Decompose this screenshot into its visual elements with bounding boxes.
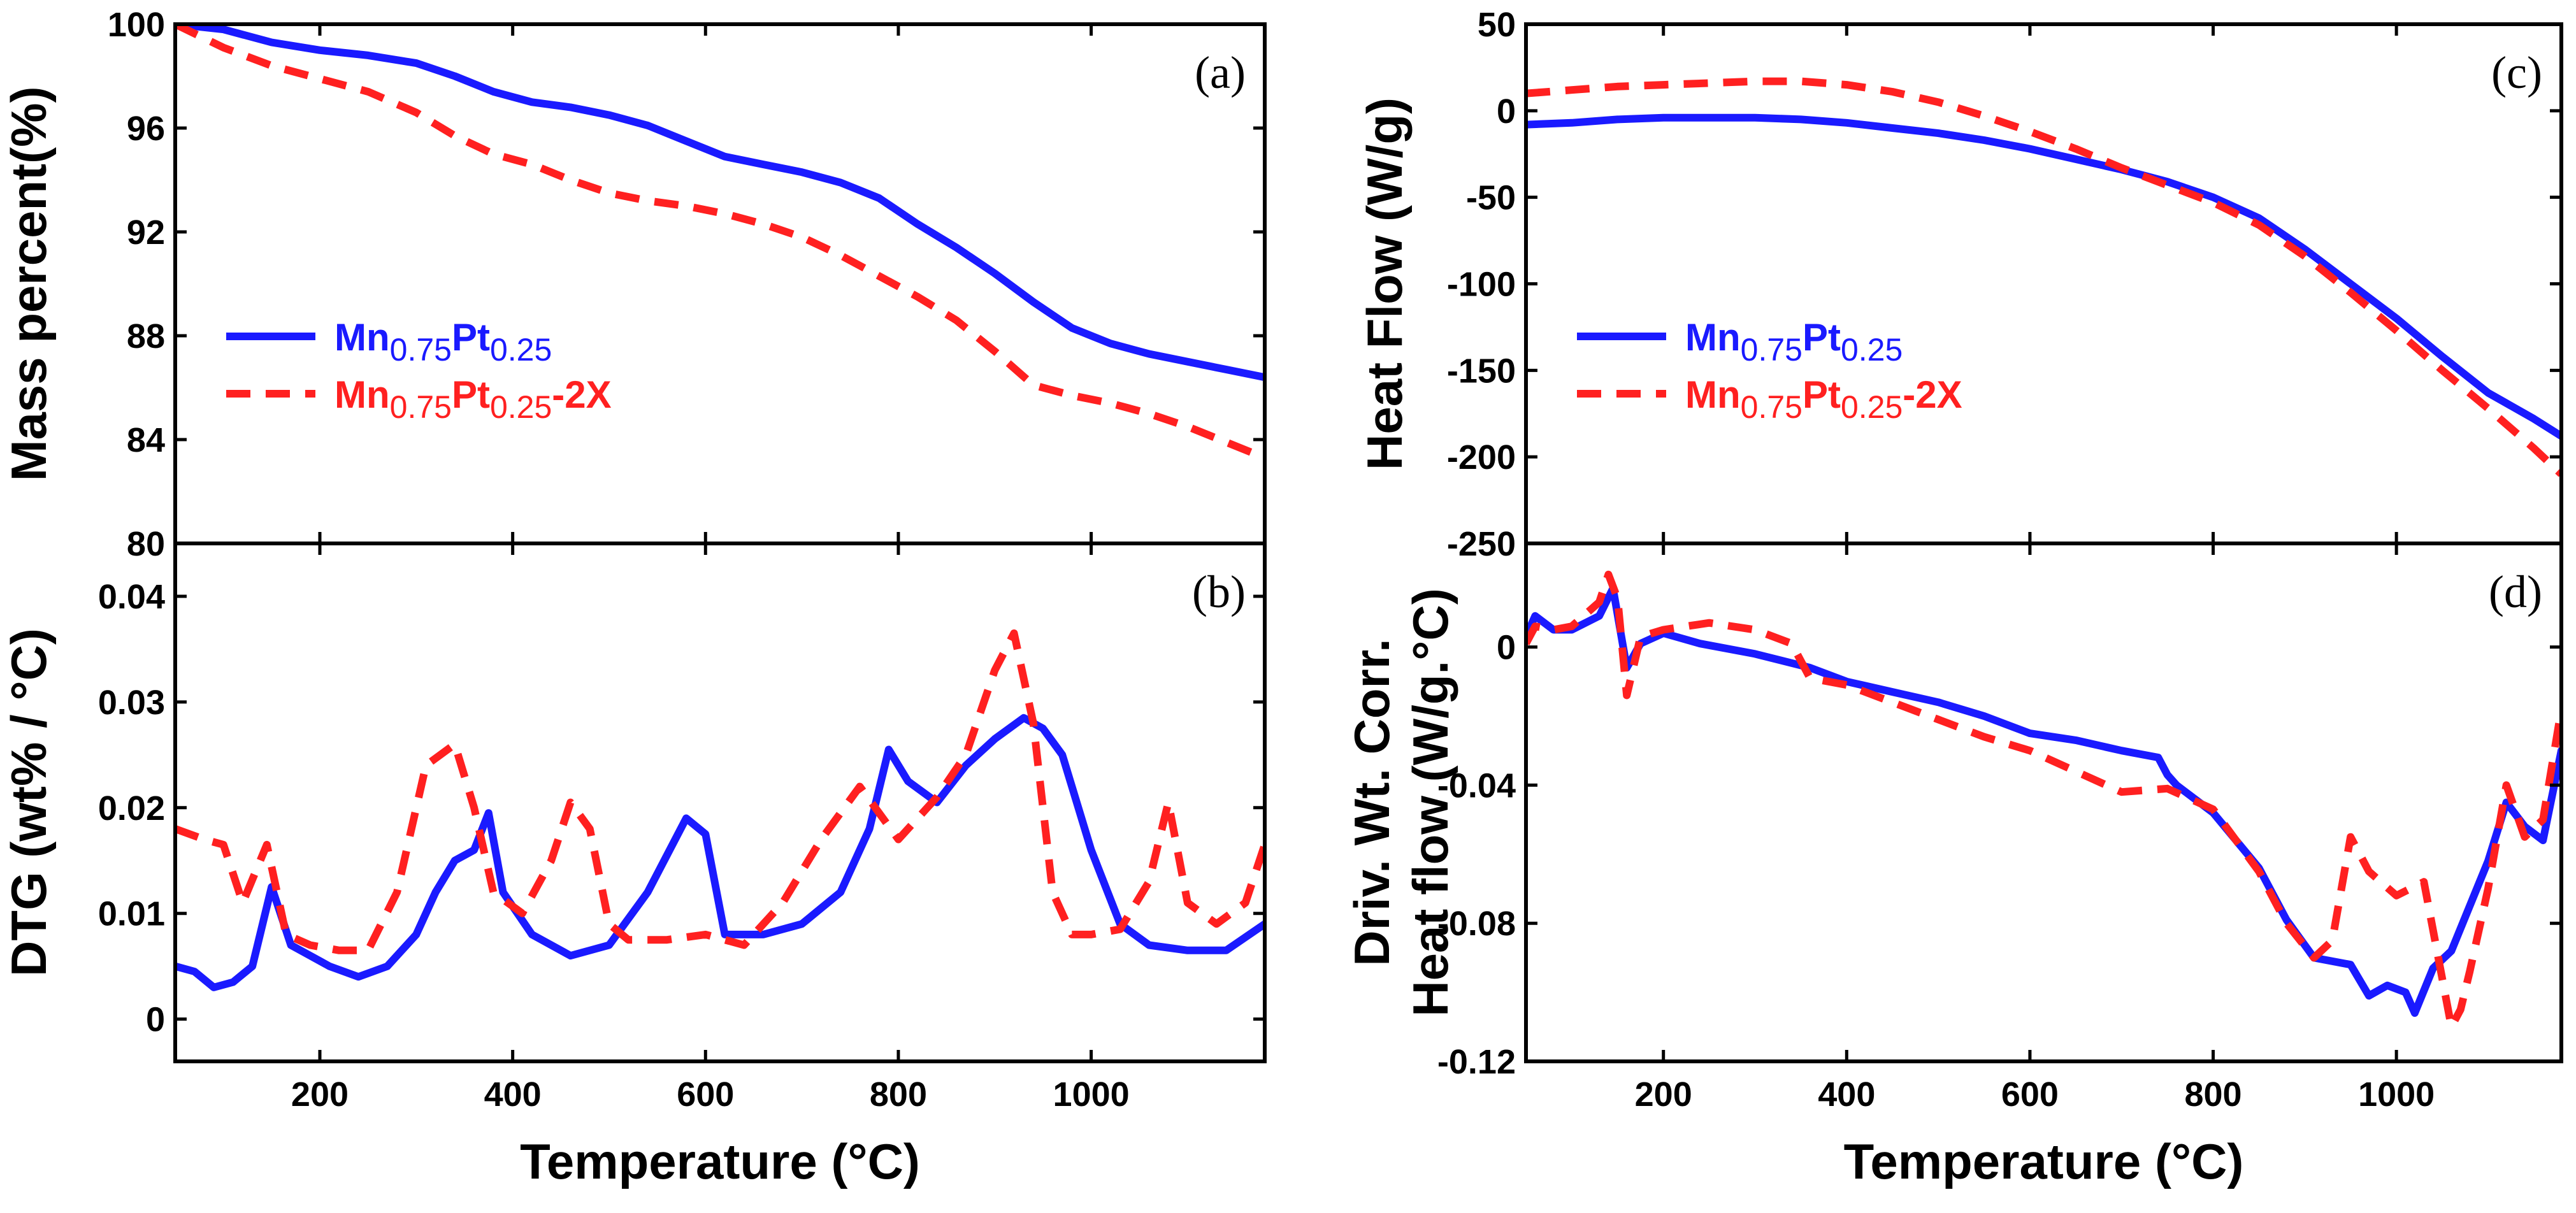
- y-axis-title-line2: Heat flow (W/g.°C): [1402, 588, 1458, 1016]
- x-tick-label: 800: [2184, 1075, 2241, 1114]
- y-tick-label: 50: [1478, 6, 1516, 44]
- x-axis-title: Temperature (°C): [520, 1133, 920, 1189]
- y-tick-label: -100: [1447, 266, 1516, 304]
- y-tick-label: 0: [146, 1001, 165, 1039]
- y-tick-label: 100: [108, 6, 165, 44]
- legend-sub2: 0.25: [490, 389, 552, 425]
- x-tick-label: 1000: [2358, 1075, 2435, 1114]
- plot-frame-b: [173, 542, 1267, 1063]
- legend-sub2: 0.25: [1841, 332, 1903, 368]
- legend-sub1: 0.75: [1741, 389, 1802, 425]
- plot-frame-c: [1524, 22, 2563, 545]
- y-axis-title: Driv. Wt. Corr.Heat flow (W/g.°C): [1344, 588, 1458, 1016]
- x-tick-label: 400: [1818, 1075, 1875, 1114]
- y-tick-label: 0.03: [98, 684, 165, 722]
- series-line-red-a: [175, 24, 1265, 462]
- y-tick-label: 92: [127, 213, 165, 252]
- x-tick-label: 600: [2001, 1075, 2059, 1114]
- y-tick-label: 88: [127, 317, 165, 355]
- panel-label: (b): [1192, 566, 1246, 617]
- y-tick-label: -0.08: [1437, 905, 1516, 943]
- plot-frame-d: [1524, 542, 2563, 1063]
- y-axis-title: DTG (wt% / °C): [1, 628, 57, 977]
- y-tick-label: 0: [1497, 92, 1516, 131]
- legend-mid: Pt: [1802, 316, 1841, 359]
- y-tick-label: 0.02: [98, 789, 165, 828]
- y-tick-label: -50: [1466, 179, 1516, 217]
- y-tick-label: -150: [1447, 352, 1516, 390]
- legend-label-red: Mn0.75Pt0.25-2X: [1685, 373, 1962, 425]
- x-tick-label: 800: [870, 1075, 927, 1114]
- y-tick-label: -0.12: [1437, 1043, 1516, 1081]
- series-line-blue-b: [175, 714, 1265, 991]
- series-line-blue-a: [175, 24, 1265, 382]
- legend-base: Mn: [335, 316, 390, 359]
- plot-frame-a: [173, 22, 1267, 545]
- legend-label-blue: Mn0.75Pt0.25: [335, 316, 552, 368]
- x-tick-label: 200: [1635, 1075, 1692, 1114]
- series-line-red-d: [1526, 570, 2561, 1031]
- legend-suffix: -2X: [552, 373, 611, 416]
- y-tick-label: 0.01: [98, 895, 165, 933]
- panel-label: (c): [2491, 47, 2542, 98]
- panel-a-mass-percent: 80 84 88 92 96 100 (a) Mass percent(%) Mn0.75Pt0…: [1, 6, 1267, 563]
- legend-suffix: -2X: [1903, 373, 1962, 416]
- legend-base: Mn: [1685, 373, 1741, 416]
- legend-mid: Pt: [452, 316, 490, 359]
- y-axis-title: Mass percent(%): [1, 87, 57, 482]
- y-tick-label: 96: [127, 110, 165, 148]
- legend-mid: Pt: [1802, 373, 1841, 416]
- y-tick-label: 0.04: [98, 578, 165, 616]
- legend-sub2: 0.25: [1841, 389, 1903, 425]
- y-tick-label: -200: [1447, 438, 1516, 477]
- legend-base: Mn: [335, 373, 390, 416]
- legend-sub1: 0.75: [390, 389, 452, 425]
- panel-c-heat-flow: -250 -200 -150 -100 -50 0 50 (c) Heat Flow (W/g)…: [1356, 6, 2563, 563]
- legend-base: Mn: [1685, 316, 1741, 359]
- x-tick-label: 600: [677, 1075, 734, 1114]
- panel-label: (a): [1195, 47, 1246, 98]
- series-line-red-b: [175, 629, 1265, 954]
- x-tick-label: 1000: [1053, 1075, 1130, 1114]
- x-tick-label: 200: [291, 1075, 349, 1114]
- legend-mid: Pt: [452, 373, 490, 416]
- panel-d-corrected-heat-flow: 200 400 600 800 1000 -0.12 -0.08 -0.04 0 (d) Driv.…: [1344, 542, 2563, 1189]
- panel-label: (d): [2489, 566, 2542, 617]
- series-line-blue-c: [1526, 113, 2561, 440]
- panel-b-dtg: 200 400 600 800 1000 0 0.01 0.02 0.03 0.04 (b) DTG …: [1, 542, 1267, 1189]
- legend-sub1: 0.75: [1741, 332, 1802, 368]
- legend-sub1: 0.75: [390, 332, 452, 368]
- series-line-red-c: [1526, 77, 2561, 477]
- y-axis-title-line1: Driv. Wt. Corr.: [1344, 638, 1400, 966]
- x-tick-label: 400: [484, 1075, 542, 1114]
- legend-sub2: 0.25: [490, 332, 552, 368]
- y-tick-label: -0.04: [1437, 766, 1516, 805]
- y-tick-label: 80: [127, 525, 165, 563]
- y-axis-title: Heat Flow (W/g): [1356, 97, 1413, 470]
- legend-label-red: Mn0.75Pt0.25-2X: [335, 373, 612, 425]
- y-tick-label: -250: [1447, 525, 1516, 563]
- legend-label-blue: Mn0.75Pt0.25: [1685, 316, 1903, 368]
- y-tick-label: 0: [1497, 629, 1516, 667]
- y-tick-label: 84: [127, 421, 165, 459]
- series-line-blue-d: [1526, 584, 2561, 1017]
- x-axis-title: Temperature (°C): [1844, 1133, 2244, 1189]
